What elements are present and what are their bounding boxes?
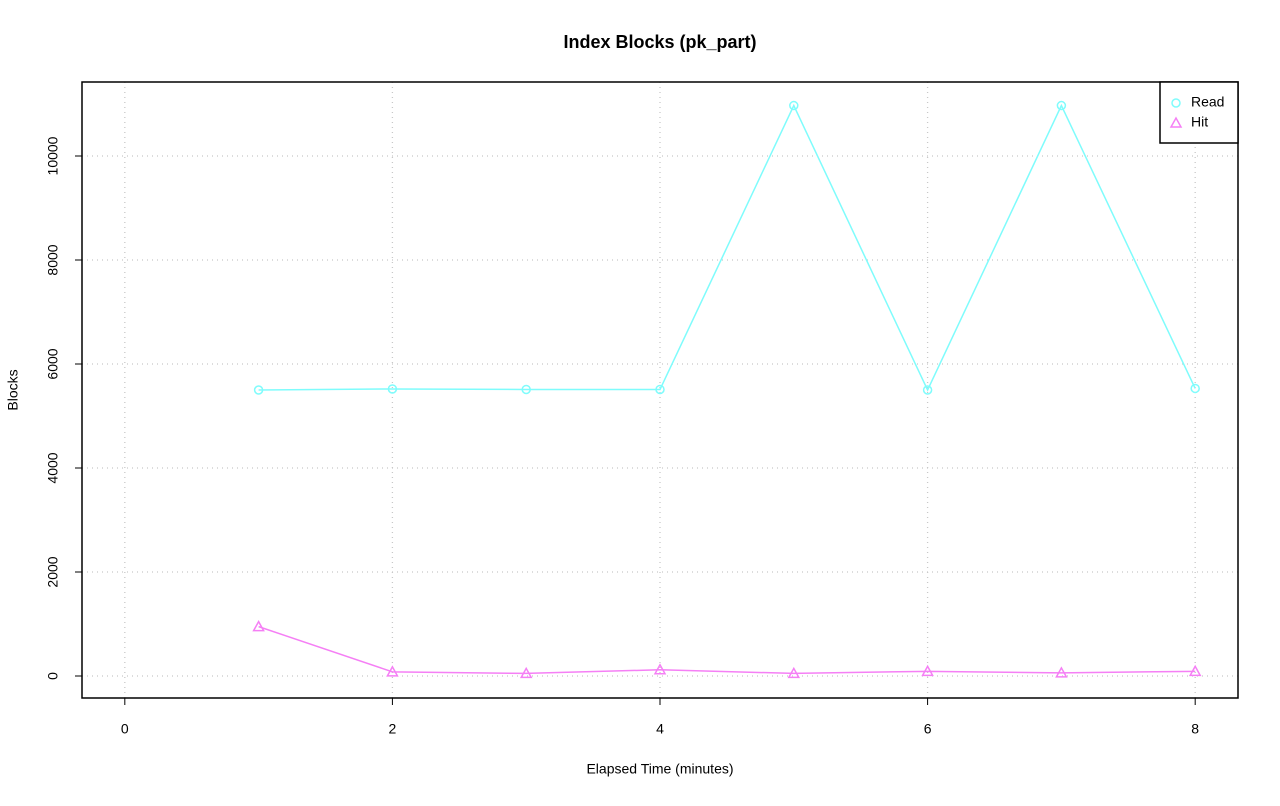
y-tick-label: 8000 bbox=[45, 244, 61, 275]
y-tick-label: 4000 bbox=[45, 452, 61, 483]
y-tick-label: 6000 bbox=[45, 348, 61, 379]
y-tick-label: 2000 bbox=[45, 556, 61, 587]
legend-label: Read bbox=[1191, 94, 1224, 110]
y-tick-label: 0 bbox=[45, 672, 61, 680]
x-axis-label: Elapsed Time (minutes) bbox=[586, 761, 733, 777]
y-tick-label: 10000 bbox=[45, 136, 61, 175]
plot-frame bbox=[81, 81, 1239, 699]
point bbox=[1188, 664, 1202, 677]
series-line bbox=[258, 625, 1196, 675]
series-line bbox=[258, 103, 1196, 392]
point bbox=[252, 620, 265, 632]
point bbox=[253, 385, 264, 395]
point bbox=[1056, 100, 1067, 111]
point bbox=[1190, 383, 1200, 394]
legend: Read Hit bbox=[1159, 81, 1239, 144]
x-tick-label: 6 bbox=[924, 721, 932, 737]
point bbox=[653, 663, 667, 675]
point bbox=[655, 384, 665, 395]
point bbox=[1055, 666, 1068, 678]
legend-marker bbox=[1169, 116, 1183, 128]
chart-title: Index Blocks (pk_part) bbox=[563, 32, 756, 52]
point bbox=[386, 665, 399, 677]
point bbox=[787, 666, 801, 679]
x-tick-label: 0 bbox=[121, 721, 129, 737]
point bbox=[387, 384, 398, 394]
legend-marker bbox=[1171, 98, 1181, 108]
x-tick-label: 4 bbox=[656, 721, 664, 737]
x-tick-label: 2 bbox=[389, 721, 397, 737]
point bbox=[921, 664, 934, 677]
point bbox=[519, 666, 533, 679]
y-axis-label: Blocks bbox=[5, 369, 21, 410]
legend-label: Hit bbox=[1191, 114, 1208, 130]
legend-box bbox=[1159, 81, 1239, 144]
x-tick-label: 8 bbox=[1191, 721, 1199, 737]
point bbox=[789, 100, 799, 111]
point bbox=[922, 385, 933, 395]
point bbox=[521, 384, 531, 395]
